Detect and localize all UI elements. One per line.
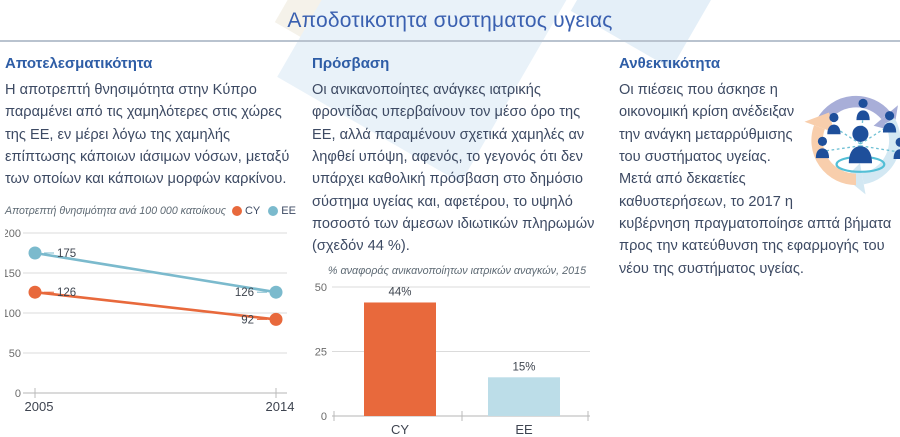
x-tick-label: 2014 bbox=[266, 399, 295, 414]
data-point-CY bbox=[28, 285, 42, 299]
column-effectiveness: Αποτελεσματικότητα Η αποτρεπτή θνησιμότη… bbox=[5, 55, 296, 437]
y-tick-label: 50 bbox=[315, 282, 327, 294]
bar-CY bbox=[364, 302, 436, 416]
y-tick-label: 150 bbox=[5, 268, 21, 280]
x-tick-label: 2005 bbox=[25, 399, 54, 414]
page-title: Αποδοτικοτητα συστηματος υγειας bbox=[287, 9, 613, 32]
bar-category-label: CY bbox=[391, 422, 409, 437]
bar-ΕΕ bbox=[488, 376, 560, 416]
line-chart-header: Αποτρεπτή θνησιμότητα ανά 100 000 κατοίκ… bbox=[5, 204, 296, 219]
y-tick-label: 0 bbox=[15, 388, 21, 400]
avoidable-mortality-line-chart: Αποτρεπτή θνησιμότητα ανά 100 000 κατοίκ… bbox=[5, 204, 296, 415]
unmet-needs-bar-chart: % αναφοράς ανικανοποίητων ιατρικών αναγκ… bbox=[312, 265, 602, 437]
bar-category-label: ΕΕ bbox=[515, 422, 533, 437]
data-point-CY bbox=[269, 312, 283, 326]
bar-value-label: 15% bbox=[512, 361, 535, 373]
chart-legend: CY ΕΕ bbox=[231, 205, 296, 217]
data-label: 92 bbox=[241, 314, 254, 326]
data-point-ΕΕ bbox=[28, 246, 42, 260]
resilience-body: Οι πιέσεις που άσκησε η οικονομική κρίση… bbox=[619, 82, 892, 277]
column-resilience: Ανθεκτικότητα bbox=[619, 55, 900, 437]
effectiveness-body: Η αποτρεπτή θνησιμότητα στην Κύπρο παραμ… bbox=[5, 82, 290, 188]
cycle-arrow-bottom-left bbox=[804, 112, 857, 186]
y-tick-label: 200 bbox=[5, 228, 21, 240]
access-body: Οι ανικανοποίητες ανάγκες ιατρικής φροντ… bbox=[312, 82, 595, 255]
bar-chart-title: % αναφοράς ανικανοποίητων ιατρικών αναγκ… bbox=[327, 264, 587, 277]
y-tick-label: 100 bbox=[5, 308, 21, 320]
y-tick-label: 0 bbox=[321, 411, 327, 423]
data-label: 126 bbox=[57, 287, 76, 299]
line-series-CY bbox=[34, 290, 277, 321]
title-divider bbox=[0, 40, 900, 42]
legend-dot bbox=[231, 206, 242, 217]
people-network-cycle-icon bbox=[804, 95, 900, 195]
legend-dot bbox=[268, 206, 279, 217]
legend-item-ΕΕ: ΕΕ bbox=[268, 205, 296, 217]
central-person bbox=[848, 125, 873, 164]
data-label: 175 bbox=[57, 248, 76, 260]
effectiveness-heading: Αποτελεσματικότητα bbox=[5, 55, 153, 72]
y-tick-label: 50 bbox=[9, 348, 21, 360]
data-label: 126 bbox=[235, 287, 254, 299]
columns: Αποτελεσματικότητα Η αποτρεπτή θνησιμότη… bbox=[0, 42, 900, 437]
resilience-heading: Ανθεκτικότητα bbox=[619, 55, 721, 72]
bar-value-label: 44% bbox=[388, 286, 411, 298]
resilience-body-wrap: Οι πιέσεις που άσκησε η οικονομική κρίση… bbox=[619, 79, 900, 280]
line-chart-title: Αποτρεπτή θνησιμότητα ανά 100 000 κατοίκ… bbox=[5, 205, 226, 218]
bar-chart-plot: 0 25 50 44% CY 15% ΕΕ bbox=[315, 282, 590, 437]
line-series-ΕΕ bbox=[34, 251, 277, 294]
data-point-ΕΕ bbox=[269, 285, 283, 299]
access-heading: Πρόσβαση bbox=[312, 55, 390, 72]
legend-item-CY: CY bbox=[231, 205, 260, 217]
column-access: Πρόσβαση Οι ανικανοποίητες ανάγκες ιατρι… bbox=[312, 55, 602, 437]
line-chart-plot: 0 50 100 150 200 2005 2014 126 92 175 126 bbox=[5, 228, 295, 414]
header: Αποδοτικοτητα συστηματος υγειας bbox=[0, 0, 900, 42]
y-tick-label: 25 bbox=[315, 346, 327, 358]
